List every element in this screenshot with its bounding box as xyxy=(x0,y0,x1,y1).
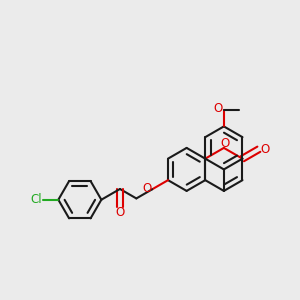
Text: O: O xyxy=(115,206,124,218)
Text: O: O xyxy=(261,143,270,156)
Text: O: O xyxy=(220,136,230,150)
Text: Cl: Cl xyxy=(31,193,42,206)
Text: O: O xyxy=(214,102,223,115)
Text: O: O xyxy=(142,182,152,196)
